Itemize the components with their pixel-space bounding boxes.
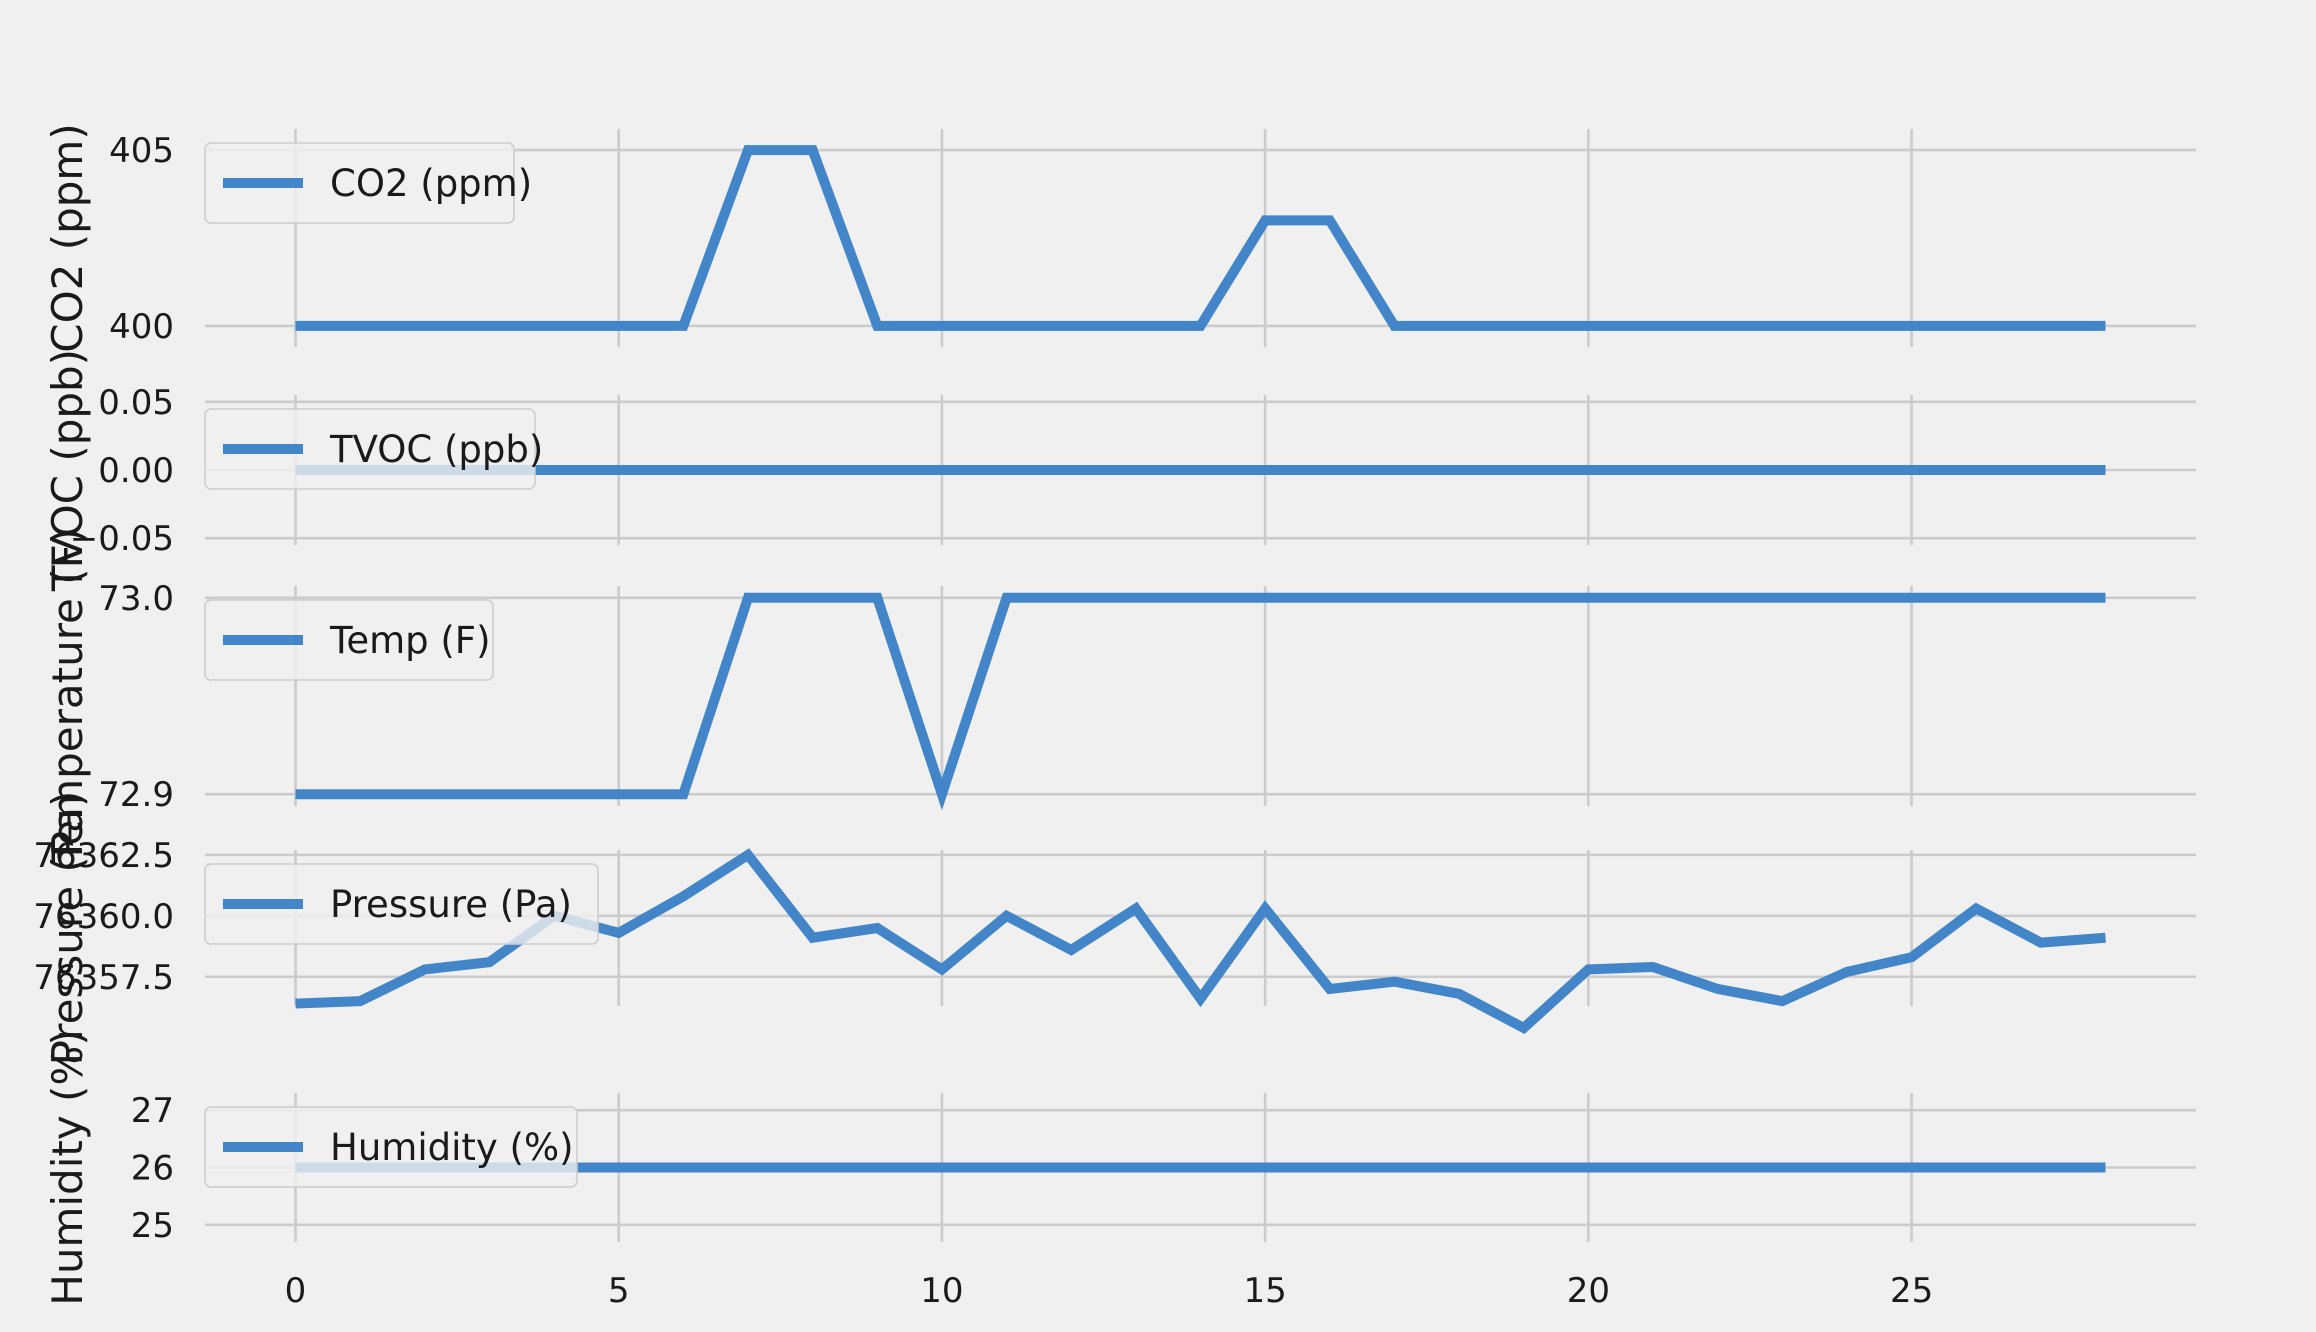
y-tick-label: 73.0 [98,579,174,619]
y-tick-label: 72.9 [98,775,174,815]
y-tick-label: 27 [131,1091,174,1131]
legend-frame [204,142,515,224]
x-tick-label: 0 [285,1271,307,1311]
legend-label: Temp (F) [329,619,491,662]
y-axis-label: TVOC (ppb) [43,349,92,592]
legend: Temp (F) [204,599,494,681]
legend-frame [204,1106,578,1188]
y-tick-label: −0.05 [70,519,174,559]
y-tick-label: 76362.5 [33,836,174,876]
y-tick-label: 0.05 [98,383,174,423]
legend-label: Pressure (Pa) [330,883,572,926]
y-tick-label: 400 [109,307,174,347]
y-axis-label: Temperature (F) [43,528,92,865]
x-tick-label: 20 [1567,1271,1610,1311]
legend: Humidity (%) [204,1106,578,1188]
y-axis-label: CO2 (ppm) [43,123,92,352]
legend-frame [204,408,536,490]
y-tick-label: 25 [131,1206,174,1246]
x-tick-label: 5 [608,1271,630,1311]
y-tick-label: 76360.0 [33,897,174,937]
y-tick-label: 76357.5 [33,958,174,998]
legend: CO2 (ppm) [204,142,532,224]
y-tick-label: 0.00 [98,451,174,491]
x-tick-label: 10 [920,1271,963,1311]
panel-5: 25 26 27 Humidity (%) Humidity (%) [43,1029,2196,1306]
legend-label: TVOC (ppb) [329,428,543,471]
legend-frame [204,599,494,681]
panel-1: 400 405 CO2 (ppm) CO2 (ppm) [43,123,2196,353]
y-axis-label: Humidity (%) [43,1029,92,1305]
x-tick-label: 15 [1244,1271,1287,1311]
series-line [295,145,2106,331]
legend-label: Humidity (%) [330,1126,574,1169]
legend-frame [204,863,599,945]
legend-label: CO2 (ppm) [330,162,532,205]
y-axis-label: Pressure (Pa) [43,791,92,1066]
x-tick-label: 25 [1890,1271,1933,1311]
series-line [295,592,2106,811]
legend: Pressure (Pa) [204,863,599,945]
y-tick-label: 26 [131,1149,174,1189]
legend: TVOC (ppb) [204,408,543,490]
y-tick-label: 405 [109,131,174,171]
